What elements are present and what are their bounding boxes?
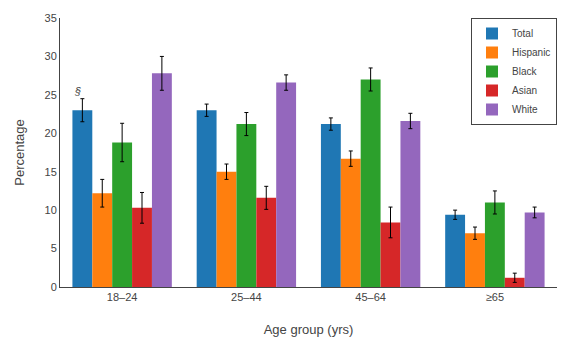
svg-text:25: 25 [45, 89, 57, 101]
svg-text:White: White [512, 104, 538, 115]
svg-text:15: 15 [45, 166, 57, 178]
svg-text:Percentage: Percentage [12, 119, 27, 186]
svg-text:0: 0 [51, 281, 57, 293]
svg-text:10: 10 [45, 204, 57, 216]
svg-text:18–24: 18–24 [107, 291, 138, 303]
svg-text:25–44: 25–44 [231, 291, 262, 303]
svg-text:Age group (yrs): Age group (yrs) [264, 322, 354, 337]
svg-text:§: § [74, 85, 81, 97]
svg-text:5: 5 [51, 242, 57, 254]
svg-text:30: 30 [45, 50, 57, 62]
svg-text:20: 20 [45, 127, 57, 139]
svg-text:Asian: Asian [512, 85, 537, 96]
svg-text:≥65: ≥65 [486, 291, 504, 303]
svg-text:35: 35 [45, 12, 57, 24]
svg-text:Black: Black [512, 66, 537, 77]
svg-text:Hispanic: Hispanic [512, 47, 550, 58]
svg-text:45–64: 45–64 [355, 291, 386, 303]
svg-text:Total: Total [512, 28, 533, 39]
